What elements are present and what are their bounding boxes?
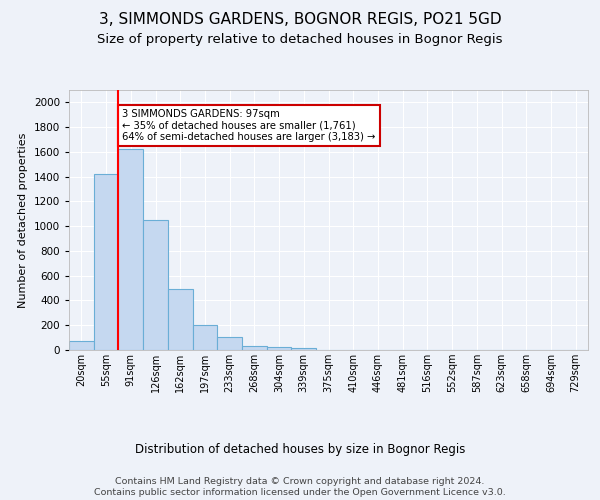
Text: Size of property relative to detached houses in Bognor Regis: Size of property relative to detached ho… [97,34,503,46]
Bar [143,220,168,350]
Text: 3, SIMMONDS GARDENS, BOGNOR REGIS, PO21 5GD: 3, SIMMONDS GARDENS, BOGNOR REGIS, PO21 … [98,12,502,28]
Text: Contains HM Land Registry data © Crown copyright and database right 2024.
Contai: Contains HM Land Registry data © Crown c… [94,478,506,497]
Bar [94,174,118,350]
Text: 3 SIMMONDS GARDENS: 97sqm
← 35% of detached houses are smaller (1,761)
64% of se: 3 SIMMONDS GARDENS: 97sqm ← 35% of detac… [122,108,376,142]
Y-axis label: Number of detached properties: Number of detached properties [18,132,28,308]
Bar [242,346,267,350]
Text: Distribution of detached houses by size in Bognor Regis: Distribution of detached houses by size … [135,442,465,456]
Bar [193,325,217,350]
Bar [292,348,316,350]
Bar [168,290,193,350]
Bar [69,340,94,350]
Bar [217,337,242,350]
Bar [267,347,292,350]
Bar [118,150,143,350]
